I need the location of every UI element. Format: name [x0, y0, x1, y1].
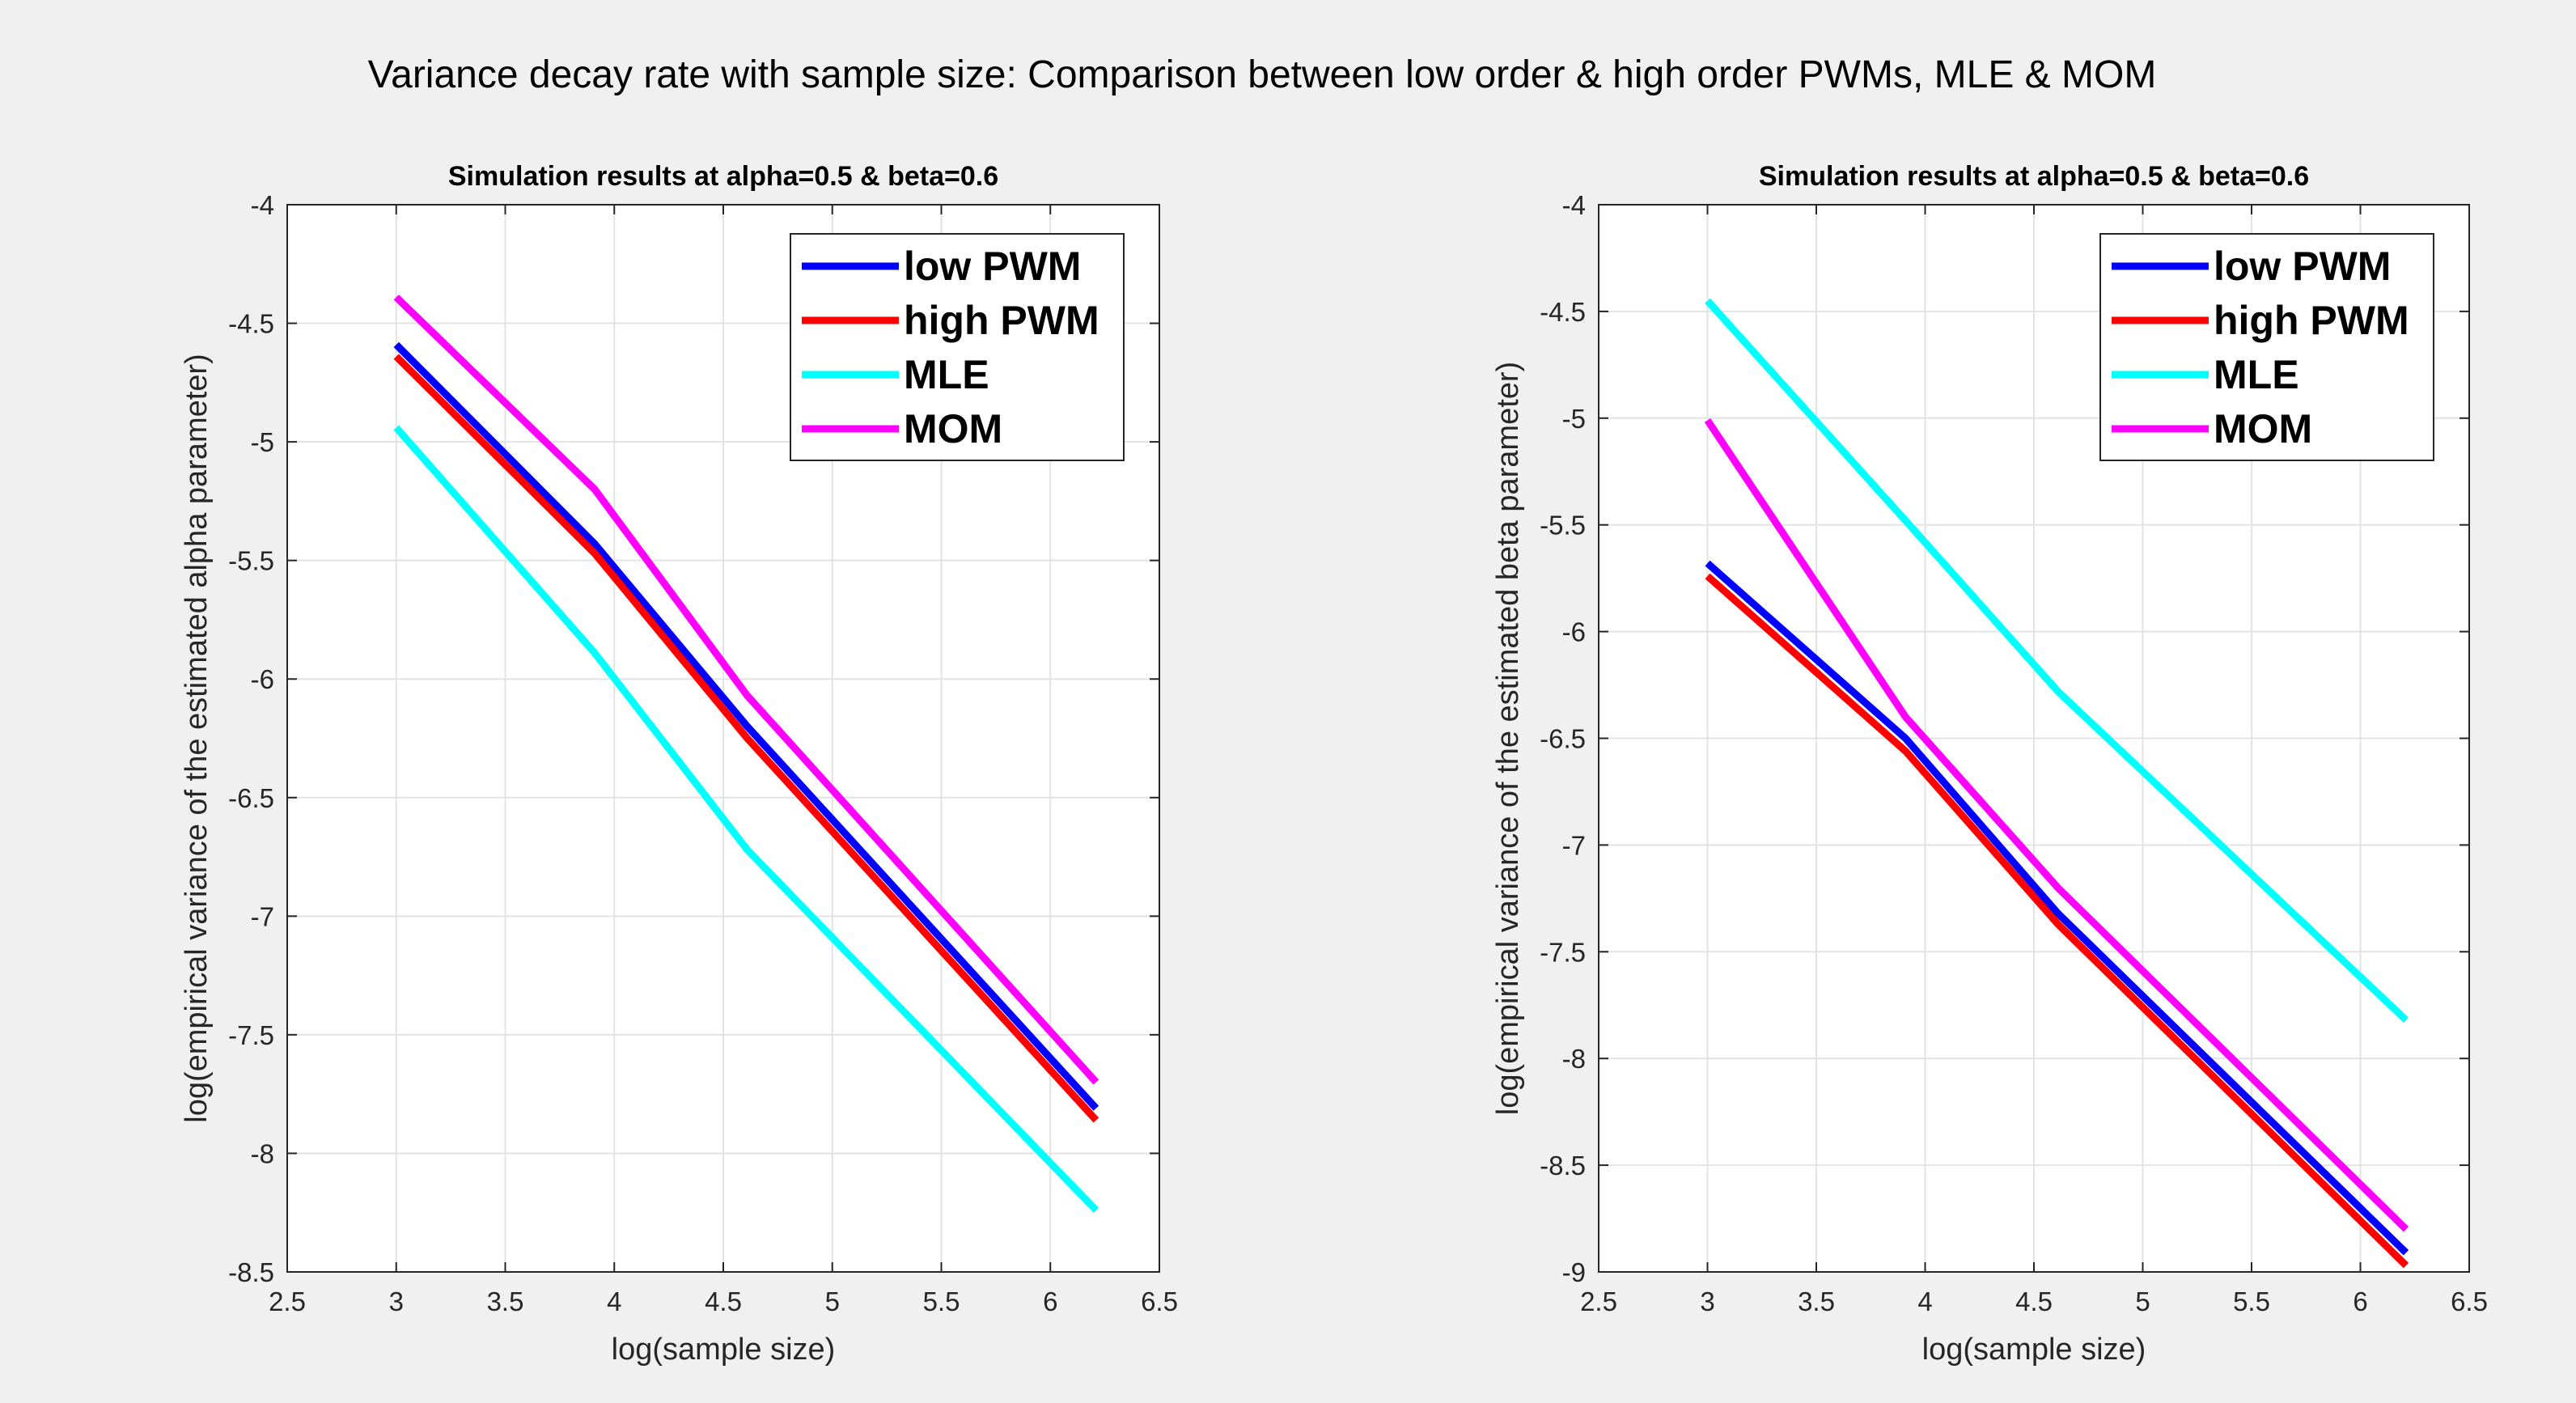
y-axis-label: log(empirical variance of the estimated … — [1491, 362, 1525, 1115]
series-line-low-pwm — [393, 341, 1099, 1111]
x-tick-label: 3 — [389, 1286, 404, 1316]
y-tick-label: -6 — [1562, 617, 1586, 647]
figure-suptitle: Variance decay rate with sample size: Co… — [368, 53, 2157, 96]
y-tick-label: -7 — [1562, 830, 1586, 860]
x-tick-label: 6 — [2353, 1286, 2367, 1316]
legend: low PWM high PWM MLE MOM — [2099, 233, 2434, 461]
series-line-mom — [1704, 418, 2409, 1232]
x-tick-label: 2.5 — [269, 1286, 306, 1316]
legend: low PWM high PWM MLE MOM — [790, 233, 1125, 461]
plot-title: Simulation results at alpha=0.5 & beta=0… — [448, 161, 998, 192]
x-axis-label: log(sample size) — [1922, 1333, 2146, 1367]
x-tick-label: 4.5 — [705, 1286, 742, 1316]
x-tick-label: 4 — [607, 1286, 621, 1316]
series-lines — [393, 295, 1099, 1213]
y-tick-label: -8 — [251, 1138, 274, 1168]
x-tick-label: 4.5 — [2015, 1286, 2053, 1316]
legend-box — [790, 233, 1125, 461]
y-tick-label: -6.5 — [228, 783, 274, 813]
x-tick-label: 5.5 — [2233, 1286, 2270, 1316]
beta-variance-plot: 2.5 3 3.5 4 4.5 5 5.5 6 6.5 -4 -4.5 -5 -5.5 -6 -6.5 -7 -… — [1491, 161, 2488, 1367]
x-tick-label: 5 — [825, 1286, 840, 1316]
legend-label: high PWM — [2214, 298, 2409, 343]
tick-marks: 2.5 3 3.5 4 4.5 5 5.5 6 6.5 -4 -4.5 -5 -5.5 -6 -6.5 -7 -… — [1540, 190, 2488, 1316]
legend-label: MLE — [904, 352, 989, 397]
legend-label: MLE — [2214, 352, 2299, 397]
x-tick-label: 5 — [2135, 1286, 2150, 1316]
y-axis-label: log(empirical variance of the estimated … — [180, 354, 214, 1122]
x-tick-label: 3 — [1700, 1286, 1714, 1316]
x-tick-label: 6.5 — [2451, 1286, 2488, 1316]
y-tick-label: -6.5 — [1540, 724, 1586, 754]
x-tick-label: 3.5 — [1798, 1286, 1835, 1316]
y-tick-label: -7 — [251, 901, 274, 931]
y-tick-label: -4.5 — [1540, 297, 1586, 327]
legend-box — [2099, 233, 2434, 461]
y-tick-label: -8 — [1562, 1044, 1586, 1074]
y-tick-label: -4.5 — [228, 309, 274, 339]
x-tick-label: 4 — [1917, 1286, 1932, 1316]
plot-title: Simulation results at alpha=0.5 & beta=0… — [1759, 161, 2309, 192]
y-tick-label: -8.5 — [228, 1257, 274, 1287]
legend-label: low PWM — [904, 244, 1081, 289]
x-axis-label: log(sample size) — [612, 1333, 836, 1367]
y-tick-label: -7.5 — [228, 1020, 274, 1050]
legend-label: MOM — [2214, 406, 2312, 451]
y-tick-label: -7.5 — [1540, 937, 1586, 967]
series-line-mom — [393, 295, 1099, 1085]
x-tick-label: 6 — [1043, 1286, 1057, 1316]
y-tick-label: -4 — [251, 190, 274, 220]
y-tick-label: -5 — [1562, 404, 1586, 434]
x-tick-label: 5.5 — [923, 1286, 960, 1316]
series-line-low-pwm — [1705, 560, 2409, 1256]
x-tick-label: 2.5 — [1580, 1286, 1617, 1316]
y-tick-label: -5.5 — [1540, 511, 1586, 540]
y-tick-label: -5 — [251, 427, 274, 457]
series-line-high-pwm — [1705, 573, 2409, 1269]
y-tick-label: -9 — [1562, 1257, 1586, 1287]
series-line-mle — [393, 425, 1099, 1213]
x-tick-label: 6.5 — [1141, 1286, 1178, 1316]
series-line-mle — [1705, 298, 2409, 1023]
series-lines — [1704, 298, 2409, 1269]
y-tick-label: -6 — [251, 664, 274, 694]
y-tick-label: -8.5 — [1540, 1151, 1586, 1180]
legend-label: MOM — [904, 406, 1002, 451]
series-line-high-pwm — [393, 354, 1099, 1123]
y-tick-label: -4 — [1562, 190, 1586, 220]
x-tick-label: 3.5 — [487, 1286, 524, 1316]
legend-label: high PWM — [904, 298, 1099, 343]
alpha-variance-plot: 2.5 3 3.5 4 4.5 5 5.5 6 6.5 -4 -4.5 -5 -5.5 -6 -6.5 -7 -… — [180, 161, 1178, 1367]
tick-marks: 2.5 3 3.5 4 4.5 5 5.5 6 6.5 -4 -4.5 -5 -5.5 -6 -6.5 -7 -… — [228, 190, 1178, 1316]
y-tick-label: -5.5 — [228, 546, 274, 576]
legend-label: low PWM — [2214, 244, 2391, 289]
